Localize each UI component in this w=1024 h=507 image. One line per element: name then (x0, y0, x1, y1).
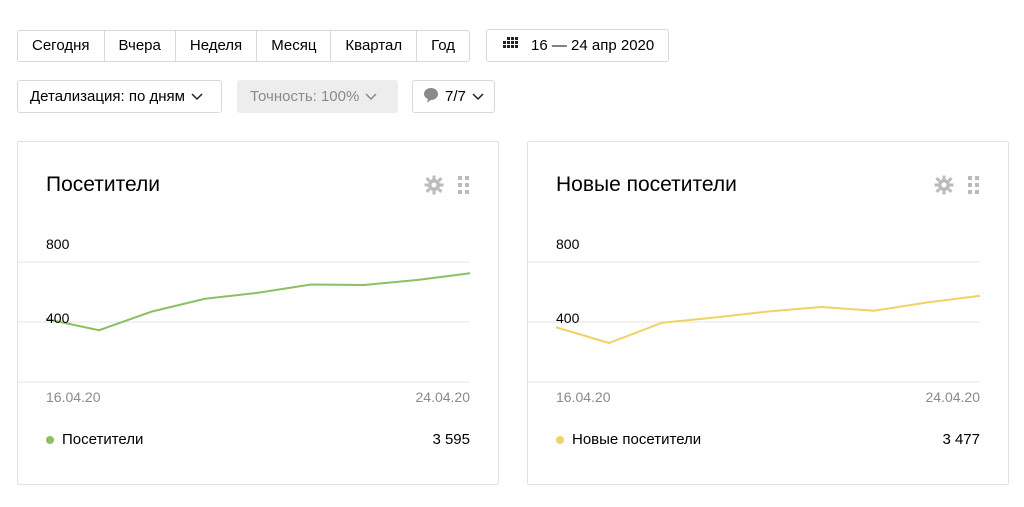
legend-item: Новые посетители (556, 431, 701, 448)
legend-label: Посетители (62, 431, 144, 448)
chevron-down-icon (365, 88, 377, 105)
y-tick-label: 800 (556, 236, 580, 252)
period-month[interactable]: Месяц (257, 30, 332, 61)
chevron-down-icon (472, 88, 484, 105)
data-point[interactable] (255, 290, 261, 296)
widget-title: Посетители (46, 173, 160, 196)
data-point[interactable] (977, 293, 983, 299)
period-selector: Сегодня Вчера Неделя Месяц Квартал Год (17, 29, 471, 62)
gear-icon[interactable] (934, 175, 954, 195)
x-start-date: 16.04.20 (46, 389, 101, 405)
segments-label: 7/7 (445, 88, 466, 105)
total-value: 3 595 (432, 431, 470, 448)
new-visitors-chart (528, 261, 983, 383)
data-point[interactable] (149, 309, 155, 315)
data-point[interactable] (96, 327, 102, 333)
detail-label: Детализация: по дням (30, 88, 185, 105)
visitors-chart (18, 261, 473, 383)
data-point[interactable] (361, 282, 367, 288)
legend-label: Новые посетители (572, 431, 702, 448)
x-start-date: 16.04.20 (556, 389, 611, 405)
data-point[interactable] (202, 296, 208, 302)
total-value: 3 477 (942, 431, 980, 448)
data-point[interactable] (818, 304, 824, 310)
x-end-date: 24.04.20 (925, 389, 981, 405)
legend-dot (46, 435, 54, 444)
period-week[interactable]: Неделя (176, 30, 258, 61)
data-point[interactable] (659, 320, 665, 326)
data-point[interactable] (765, 309, 771, 315)
legend-item: Посетители (46, 431, 143, 448)
data-point[interactable] (308, 282, 314, 288)
period-year[interactable]: Год (431, 36, 456, 54)
data-point[interactable] (414, 277, 420, 283)
y-tick-label: 800 (46, 236, 70, 252)
accuracy-dropdown[interactable]: Точность: 100% (237, 80, 398, 113)
legend-dot (556, 435, 564, 444)
drag-handle-icon[interactable] (968, 175, 980, 195)
options-toolbar: Детализация: по дням Точность: 100% 7/7 (17, 80, 495, 113)
chevron-down-icon (191, 88, 203, 105)
widget-controls (424, 175, 470, 195)
x-end-date: 24.04.20 (415, 389, 471, 405)
visitors-widget: Посетители 800 400 16.04.20 24.04.20 Пос… (17, 141, 499, 485)
widget-controls (934, 175, 980, 195)
widget-title: Новые посетители (556, 173, 737, 196)
date-range-label: 16 — 24 апр 2020 (531, 37, 655, 54)
period-yesterday[interactable]: Вчера (105, 30, 176, 61)
data-point[interactable] (924, 300, 930, 306)
comment-bubble-icon (423, 87, 439, 107)
calendar-grid-icon (501, 36, 519, 55)
y-tick-label: 400 (556, 310, 580, 326)
drag-handle-icon[interactable] (458, 175, 470, 195)
new-visitors-widget: Новые посетители 800 400 16.04.20 24.04.… (527, 141, 1009, 485)
data-point[interactable] (606, 340, 612, 346)
date-range-button[interactable]: 16 — 24 апр 2020 (486, 29, 670, 62)
period-toolbar: Сегодня Вчера Неделя Месяц Квартал Год 1… (17, 29, 670, 62)
data-point[interactable] (871, 308, 877, 314)
period-today[interactable]: Сегодня (18, 30, 105, 61)
period-quarter[interactable]: Квартал (331, 30, 418, 61)
gear-icon[interactable] (424, 175, 444, 195)
series-line[interactable] (555, 294, 981, 344)
y-tick-label: 400 (46, 310, 70, 326)
segments-dropdown[interactable]: 7/7 (412, 80, 495, 113)
series-line[interactable] (45, 272, 471, 332)
data-point[interactable] (712, 315, 718, 321)
detail-dropdown[interactable]: Детализация: по дням (17, 80, 222, 113)
data-point[interactable] (467, 270, 473, 276)
accuracy-label: Точность: 100% (250, 88, 360, 105)
